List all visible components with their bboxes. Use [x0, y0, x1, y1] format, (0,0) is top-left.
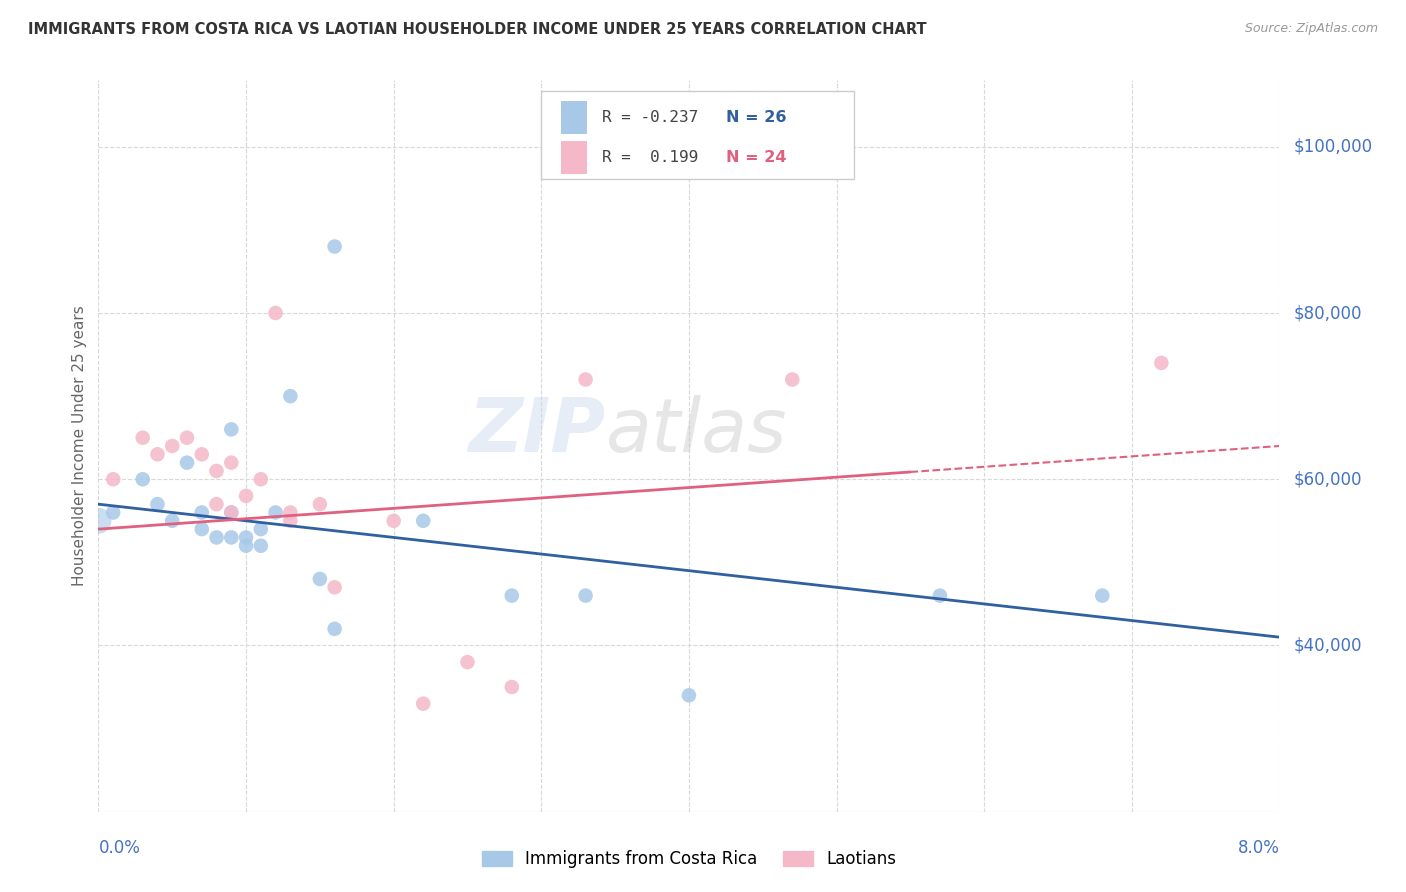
Text: R = -0.237: R = -0.237 — [602, 110, 697, 125]
Point — [205, 497, 228, 511]
Point — [501, 589, 523, 603]
Point — [250, 522, 273, 536]
Point — [456, 655, 478, 669]
Text: atlas: atlas — [606, 395, 787, 467]
Point — [1150, 356, 1173, 370]
Point — [323, 622, 346, 636]
Y-axis label: Householder Income Under 25 years: Householder Income Under 25 years — [72, 306, 87, 586]
Point — [250, 472, 273, 486]
Point — [103, 472, 124, 486]
Point — [162, 439, 183, 453]
Bar — [561, 101, 588, 134]
Point — [219, 422, 242, 436]
Point — [162, 514, 183, 528]
FancyBboxPatch shape — [541, 91, 855, 179]
Point — [278, 506, 301, 520]
Text: Source: ZipAtlas.com: Source: ZipAtlas.com — [1244, 22, 1378, 36]
Point — [264, 506, 287, 520]
Point — [308, 572, 332, 586]
Text: ZIP: ZIP — [470, 395, 606, 468]
Text: $60,000: $60,000 — [1294, 470, 1362, 488]
Point — [412, 514, 434, 528]
Point — [264, 306, 287, 320]
Point — [412, 697, 434, 711]
Point — [219, 506, 242, 520]
Point — [132, 472, 155, 486]
Point — [191, 522, 214, 536]
Point — [235, 530, 257, 544]
Point — [191, 447, 214, 461]
Text: N = 24: N = 24 — [725, 150, 786, 165]
Point — [235, 539, 257, 553]
Text: IMMIGRANTS FROM COSTA RICA VS LAOTIAN HOUSEHOLDER INCOME UNDER 25 YEARS CORRELAT: IMMIGRANTS FROM COSTA RICA VS LAOTIAN HO… — [28, 22, 927, 37]
Point — [205, 530, 228, 544]
Point — [103, 506, 124, 520]
Text: 8.0%: 8.0% — [1237, 839, 1279, 857]
Point — [323, 580, 346, 594]
Point — [176, 456, 198, 470]
Point — [205, 464, 228, 478]
Point — [146, 447, 169, 461]
Text: $80,000: $80,000 — [1294, 304, 1362, 322]
Point — [1091, 589, 1114, 603]
Point — [382, 514, 405, 528]
Point — [132, 431, 155, 445]
Point — [308, 497, 332, 511]
Point — [219, 456, 242, 470]
Point — [323, 239, 346, 253]
Point — [782, 372, 804, 386]
Point — [176, 431, 198, 445]
Text: N = 26: N = 26 — [725, 110, 786, 125]
Text: 0.0%: 0.0% — [98, 839, 141, 857]
Point — [219, 530, 242, 544]
Point — [146, 497, 169, 511]
Legend: Immigrants from Costa Rica, Laotians: Immigrants from Costa Rica, Laotians — [475, 844, 903, 875]
Text: $40,000: $40,000 — [1294, 637, 1362, 655]
Point — [250, 539, 273, 553]
Point — [278, 389, 301, 403]
Text: R =  0.199: R = 0.199 — [602, 150, 697, 165]
Point — [87, 514, 110, 528]
Point — [501, 680, 523, 694]
Point — [574, 372, 596, 386]
Point — [235, 489, 257, 503]
Point — [678, 689, 700, 703]
Text: $100,000: $100,000 — [1294, 137, 1372, 156]
Point — [928, 589, 950, 603]
Point — [278, 514, 301, 528]
Point — [219, 506, 242, 520]
Bar — [561, 141, 588, 174]
Point — [574, 589, 596, 603]
Point — [191, 506, 214, 520]
